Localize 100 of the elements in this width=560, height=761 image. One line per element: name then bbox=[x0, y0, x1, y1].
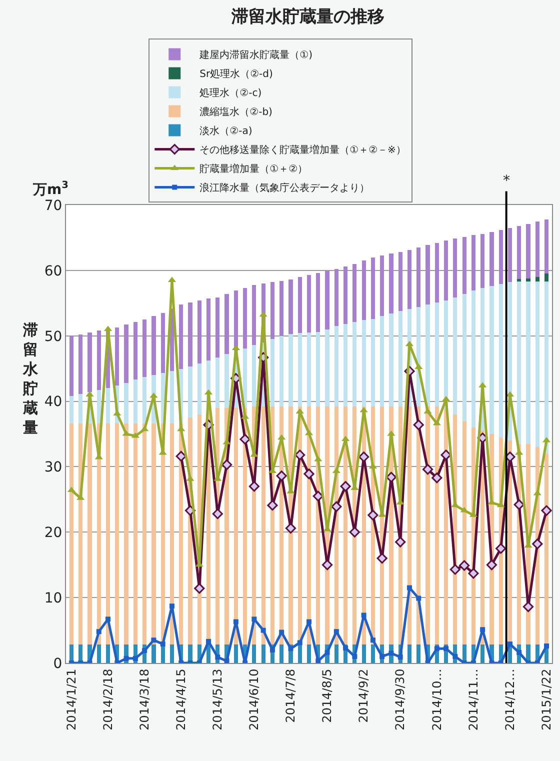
point bbox=[260, 628, 266, 633]
bar bbox=[544, 274, 549, 282]
point bbox=[452, 654, 458, 659]
point bbox=[361, 612, 366, 618]
bar bbox=[96, 644, 101, 663]
bar bbox=[206, 298, 211, 361]
bar bbox=[362, 320, 366, 407]
bar bbox=[544, 454, 549, 645]
point bbox=[324, 650, 330, 656]
bar bbox=[316, 273, 320, 332]
bar bbox=[426, 244, 430, 304]
bar bbox=[298, 644, 302, 663]
bar bbox=[416, 644, 421, 663]
bar bbox=[444, 240, 448, 301]
bar bbox=[78, 424, 83, 645]
bar bbox=[407, 250, 412, 310]
legend-label: 浪江降水量（気象庁公表データより） bbox=[200, 182, 370, 194]
bar bbox=[288, 280, 293, 334]
bar bbox=[471, 235, 476, 291]
point bbox=[297, 640, 302, 646]
legend-label: その他移送量除く貯蔵量増加量（①＋②－※） bbox=[200, 144, 406, 156]
bar bbox=[243, 348, 248, 408]
bar bbox=[544, 219, 549, 274]
bar bbox=[480, 644, 485, 663]
point bbox=[215, 654, 220, 660]
x-tick-label: 2014/5/13 bbox=[210, 668, 225, 730]
point bbox=[380, 654, 385, 659]
bar bbox=[426, 406, 430, 645]
point bbox=[206, 638, 212, 644]
bar bbox=[298, 333, 302, 407]
legend-label: 貯蔵量増加量（①＋②） bbox=[200, 163, 308, 176]
point bbox=[140, 426, 149, 432]
x-tick-label: 2014/6/10 bbox=[247, 668, 262, 730]
point bbox=[267, 500, 278, 511]
bar bbox=[370, 257, 375, 319]
bar bbox=[280, 644, 284, 663]
point bbox=[294, 450, 306, 460]
point bbox=[259, 311, 268, 317]
point bbox=[480, 627, 486, 632]
legend-label: Sr処理水（②-d) bbox=[200, 68, 273, 80]
bar bbox=[133, 424, 138, 645]
point bbox=[304, 468, 314, 480]
bar bbox=[434, 302, 439, 407]
bar bbox=[471, 290, 476, 428]
bar bbox=[334, 269, 338, 326]
bar bbox=[115, 327, 120, 386]
point bbox=[285, 522, 296, 534]
bar bbox=[78, 334, 83, 394]
point bbox=[176, 450, 186, 462]
bar bbox=[133, 322, 138, 380]
legend-label: 淡水（②-a) bbox=[200, 125, 252, 138]
bar bbox=[362, 260, 366, 320]
bar bbox=[197, 300, 202, 364]
y-tick-label: 20 bbox=[44, 525, 62, 542]
bar bbox=[526, 224, 530, 278]
point bbox=[434, 646, 440, 652]
y-tick-label: 60 bbox=[44, 263, 62, 280]
point bbox=[440, 450, 452, 460]
point bbox=[252, 616, 257, 622]
bar bbox=[544, 282, 549, 454]
bar bbox=[306, 332, 312, 407]
text: 万m$^{3}$ bbox=[32, 180, 69, 198]
bar bbox=[142, 320, 147, 378]
bar bbox=[106, 388, 110, 424]
bar bbox=[261, 406, 266, 645]
bar bbox=[270, 282, 275, 340]
point bbox=[507, 642, 512, 647]
point bbox=[288, 646, 294, 652]
ref-line-label: * bbox=[503, 173, 510, 189]
y-tick-label: 50 bbox=[44, 328, 62, 345]
point bbox=[544, 643, 550, 648]
point bbox=[232, 344, 240, 350]
point bbox=[322, 560, 333, 570]
x-tick-label: 2014/3/18 bbox=[137, 668, 152, 730]
point bbox=[224, 658, 230, 663]
bar bbox=[216, 357, 220, 408]
point bbox=[312, 490, 324, 502]
bar bbox=[270, 339, 275, 407]
x-tick-label: 2014/8/5 bbox=[320, 668, 334, 723]
bar bbox=[434, 406, 439, 645]
point bbox=[406, 585, 412, 590]
bar bbox=[498, 284, 503, 438]
bar bbox=[535, 221, 540, 277]
bar bbox=[325, 271, 330, 330]
bar bbox=[517, 278, 522, 282]
x-tick-label: 2014/9/30 bbox=[393, 668, 408, 730]
bar bbox=[152, 424, 156, 645]
y-tick-label: 0 bbox=[53, 656, 62, 672]
chart-title: 滞留水貯蔵量の推移 bbox=[230, 6, 384, 27]
bar bbox=[216, 297, 220, 358]
bar bbox=[106, 424, 110, 645]
bar bbox=[462, 237, 466, 294]
bar bbox=[535, 282, 540, 448]
point bbox=[486, 560, 498, 570]
point bbox=[395, 536, 406, 548]
point bbox=[541, 505, 552, 516]
bar bbox=[96, 390, 101, 424]
bar bbox=[88, 332, 92, 392]
bar bbox=[380, 316, 384, 407]
bar bbox=[370, 644, 375, 663]
